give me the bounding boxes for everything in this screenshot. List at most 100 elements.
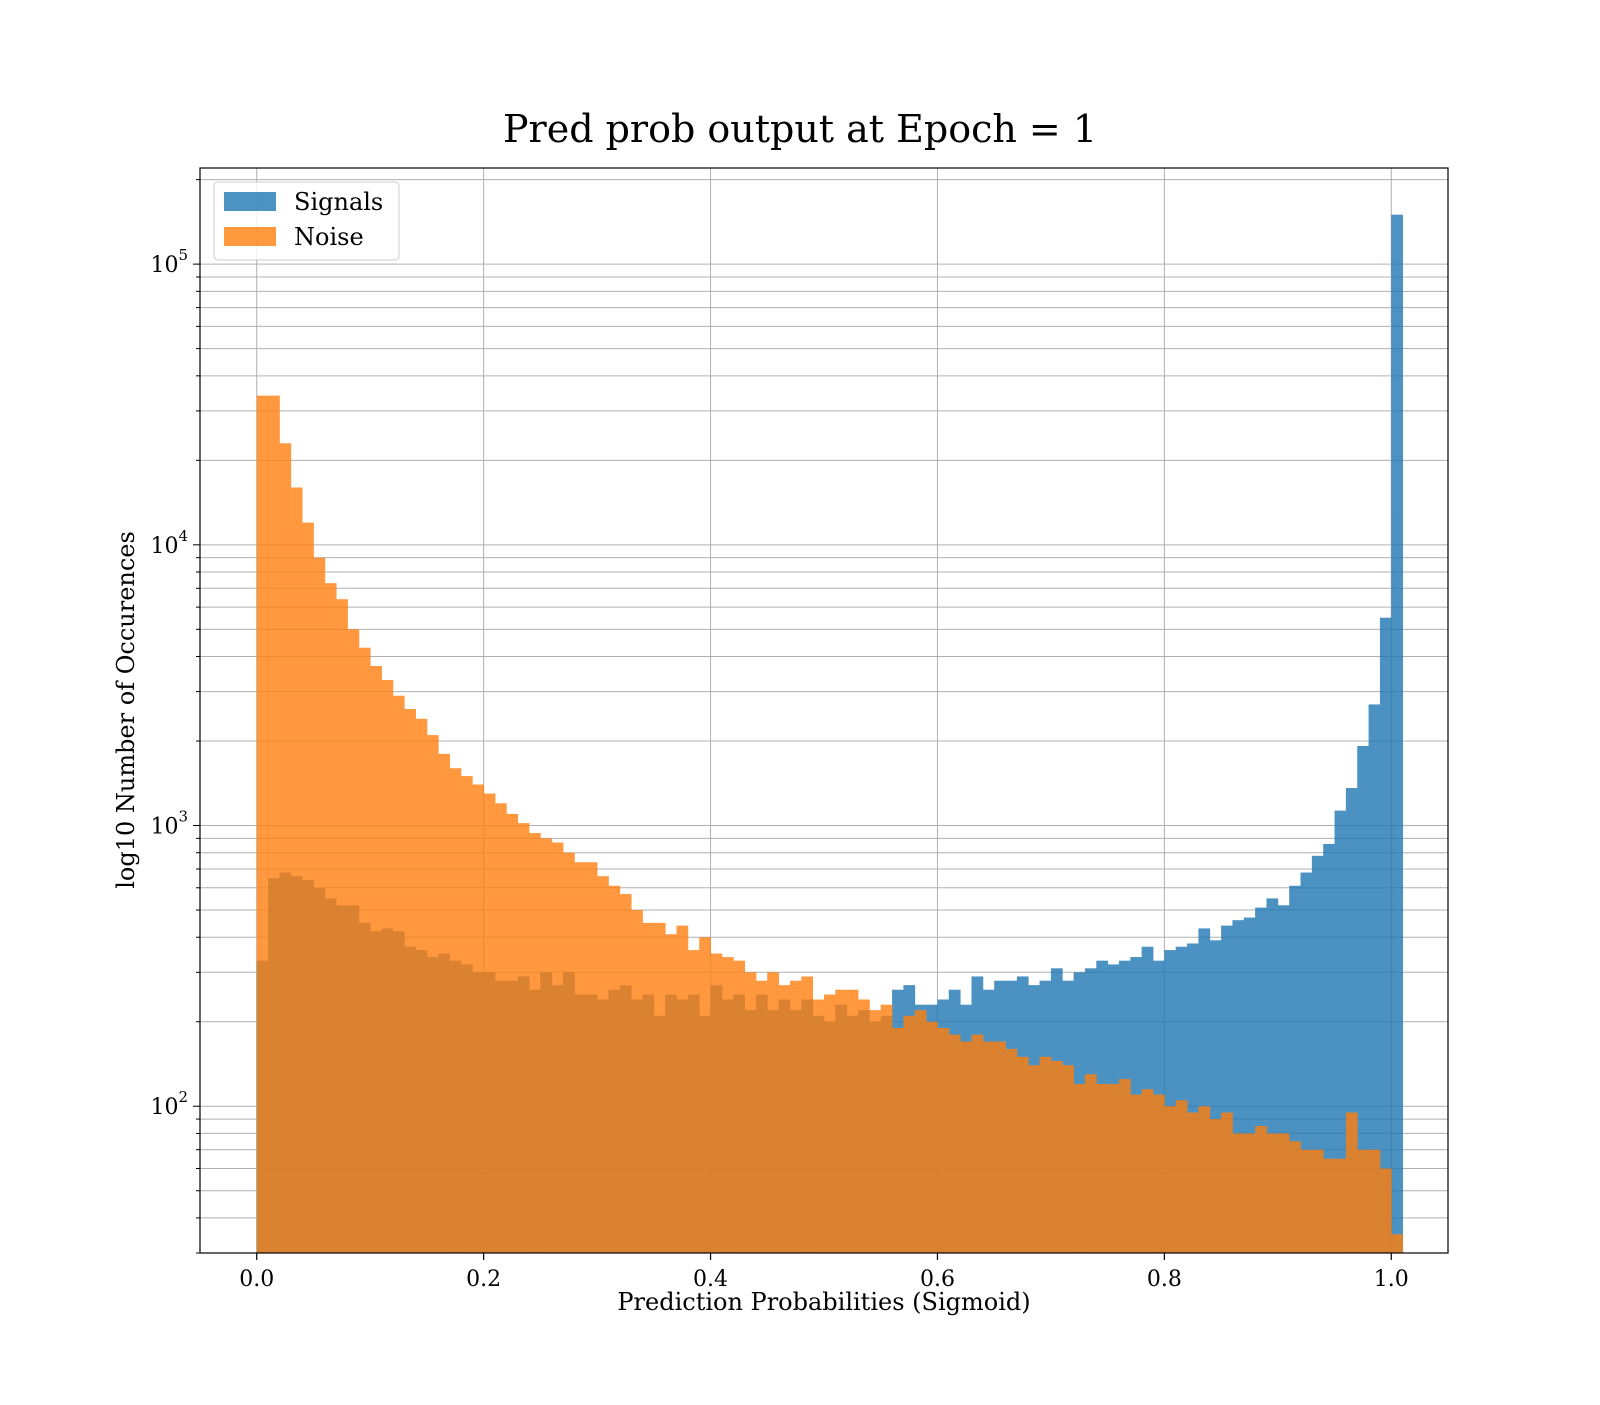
histogram-bar [892, 1027, 904, 1253]
histogram-bar [302, 522, 314, 1253]
histogram-bar [1357, 746, 1369, 1253]
histogram-bar [597, 876, 609, 1253]
histogram-bar [347, 629, 360, 1253]
histogram-bar [404, 709, 416, 1253]
histogram-bar [721, 957, 734, 1253]
histogram-bar [449, 768, 462, 1253]
histogram-bar [563, 852, 575, 1253]
x-tick-label: 0.2 [466, 1267, 501, 1292]
histogram-bar [869, 1010, 882, 1253]
histogram-bar [1266, 898, 1279, 1253]
histogram-bar [858, 999, 870, 1253]
histogram-bar [699, 937, 711, 1253]
histogram-bar [438, 753, 450, 1253]
histogram-bar [710, 953, 723, 1253]
histogram-bar [960, 1041, 972, 1253]
histogram-bar [358, 647, 371, 1253]
histogram-bar [1039, 1056, 1052, 1253]
histogram-bar [1368, 704, 1381, 1253]
histogram-bar [268, 395, 280, 1253]
histogram-bar [1073, 1084, 1086, 1253]
histogram-bar [517, 823, 530, 1253]
histogram-bar [1379, 617, 1392, 1253]
histogram-bar [789, 980, 802, 1253]
histogram-bar [676, 925, 689, 1253]
histogram-bar [1062, 1065, 1074, 1253]
histogram-bar [1118, 1079, 1131, 1253]
histogram-bar [1209, 940, 1222, 1253]
histogram-bar [1187, 1112, 1199, 1253]
histogram-bar [778, 985, 791, 1253]
histogram-bar [1164, 950, 1177, 1253]
histogram-bar [1323, 1158, 1335, 1253]
bars-layer [256, 214, 1404, 1253]
histogram-bar [1243, 1133, 1256, 1253]
histogram-bar [1050, 1060, 1063, 1253]
histogram-bar [619, 894, 632, 1253]
histogram-bar [1175, 946, 1188, 1253]
histogram-bar [914, 1010, 927, 1253]
plot-frame [199, 167, 1449, 1254]
histogram-bar [1300, 872, 1313, 1253]
histogram-bar [1221, 1112, 1233, 1253]
histogram-bar [1289, 885, 1301, 1253]
histogram-bar [1345, 788, 1358, 1253]
histogram-bar [483, 793, 496, 1253]
histogram-bar [1334, 810, 1347, 1253]
histogram-bar [1300, 1149, 1313, 1253]
histogram-bar [642, 922, 655, 1253]
histogram-bar [1232, 1133, 1245, 1253]
histogram-bar [574, 862, 587, 1253]
histogram-bar [1277, 1133, 1290, 1253]
histogram-bar [1391, 214, 1404, 1253]
histogram-bar [733, 960, 745, 1253]
histogram-bar [1175, 1100, 1188, 1253]
histogram-bar [1141, 1089, 1154, 1253]
legend: Signals Noise [213, 181, 400, 261]
histogram-bar [982, 1041, 995, 1253]
histogram-bar [585, 862, 598, 1253]
x-tick-label: 0.0 [239, 1267, 274, 1292]
histogram-bar [1153, 1094, 1165, 1253]
histogram-bar [994, 1041, 1006, 1253]
x-tick-label: 0.8 [1147, 1267, 1182, 1292]
histogram-bar [880, 1004, 893, 1253]
y-tick-label: 104 [150, 527, 188, 559]
histogram-bar [744, 972, 757, 1253]
histogram-bar [1311, 1149, 1324, 1253]
histogram-bar [529, 833, 541, 1253]
histogram-bar [903, 1015, 916, 1253]
histogram-bar [1379, 1168, 1392, 1253]
histogram-bar [1198, 1106, 1211, 1253]
histogram-bar [460, 776, 473, 1253]
histogram-bar [1164, 1106, 1177, 1253]
histogram-bar [1323, 843, 1335, 1253]
histogram-bar [926, 1021, 938, 1253]
histogram-bar [1107, 1084, 1120, 1253]
histogram-bar [1311, 855, 1324, 1253]
histogram-bar [370, 666, 382, 1253]
histogram-bar [1368, 1149, 1381, 1253]
histogram-bar [767, 972, 780, 1253]
y-tick-label: 105 [150, 246, 188, 278]
histogram-bar [1209, 1119, 1222, 1253]
histogram-bar [665, 934, 677, 1253]
histogram-bar [290, 487, 303, 1253]
histogram-bar [824, 994, 836, 1253]
histogram-bar [1289, 1141, 1301, 1253]
histogram-bar [256, 395, 269, 1253]
y-tick-label: 103 [150, 808, 188, 840]
x-tick-label: 0.6 [920, 1267, 955, 1292]
histogram-bar [494, 803, 507, 1253]
histogram-bar [1266, 1133, 1279, 1253]
histogram-bar [415, 718, 428, 1253]
histogram-bar [755, 980, 768, 1253]
histogram-bar [937, 1027, 950, 1253]
histogram-bar [336, 599, 348, 1253]
histogram-bar [1345, 1112, 1358, 1253]
histogram-bar [1187, 943, 1199, 1253]
histogram-bar [1334, 1158, 1347, 1253]
histogram-bar [426, 735, 439, 1253]
